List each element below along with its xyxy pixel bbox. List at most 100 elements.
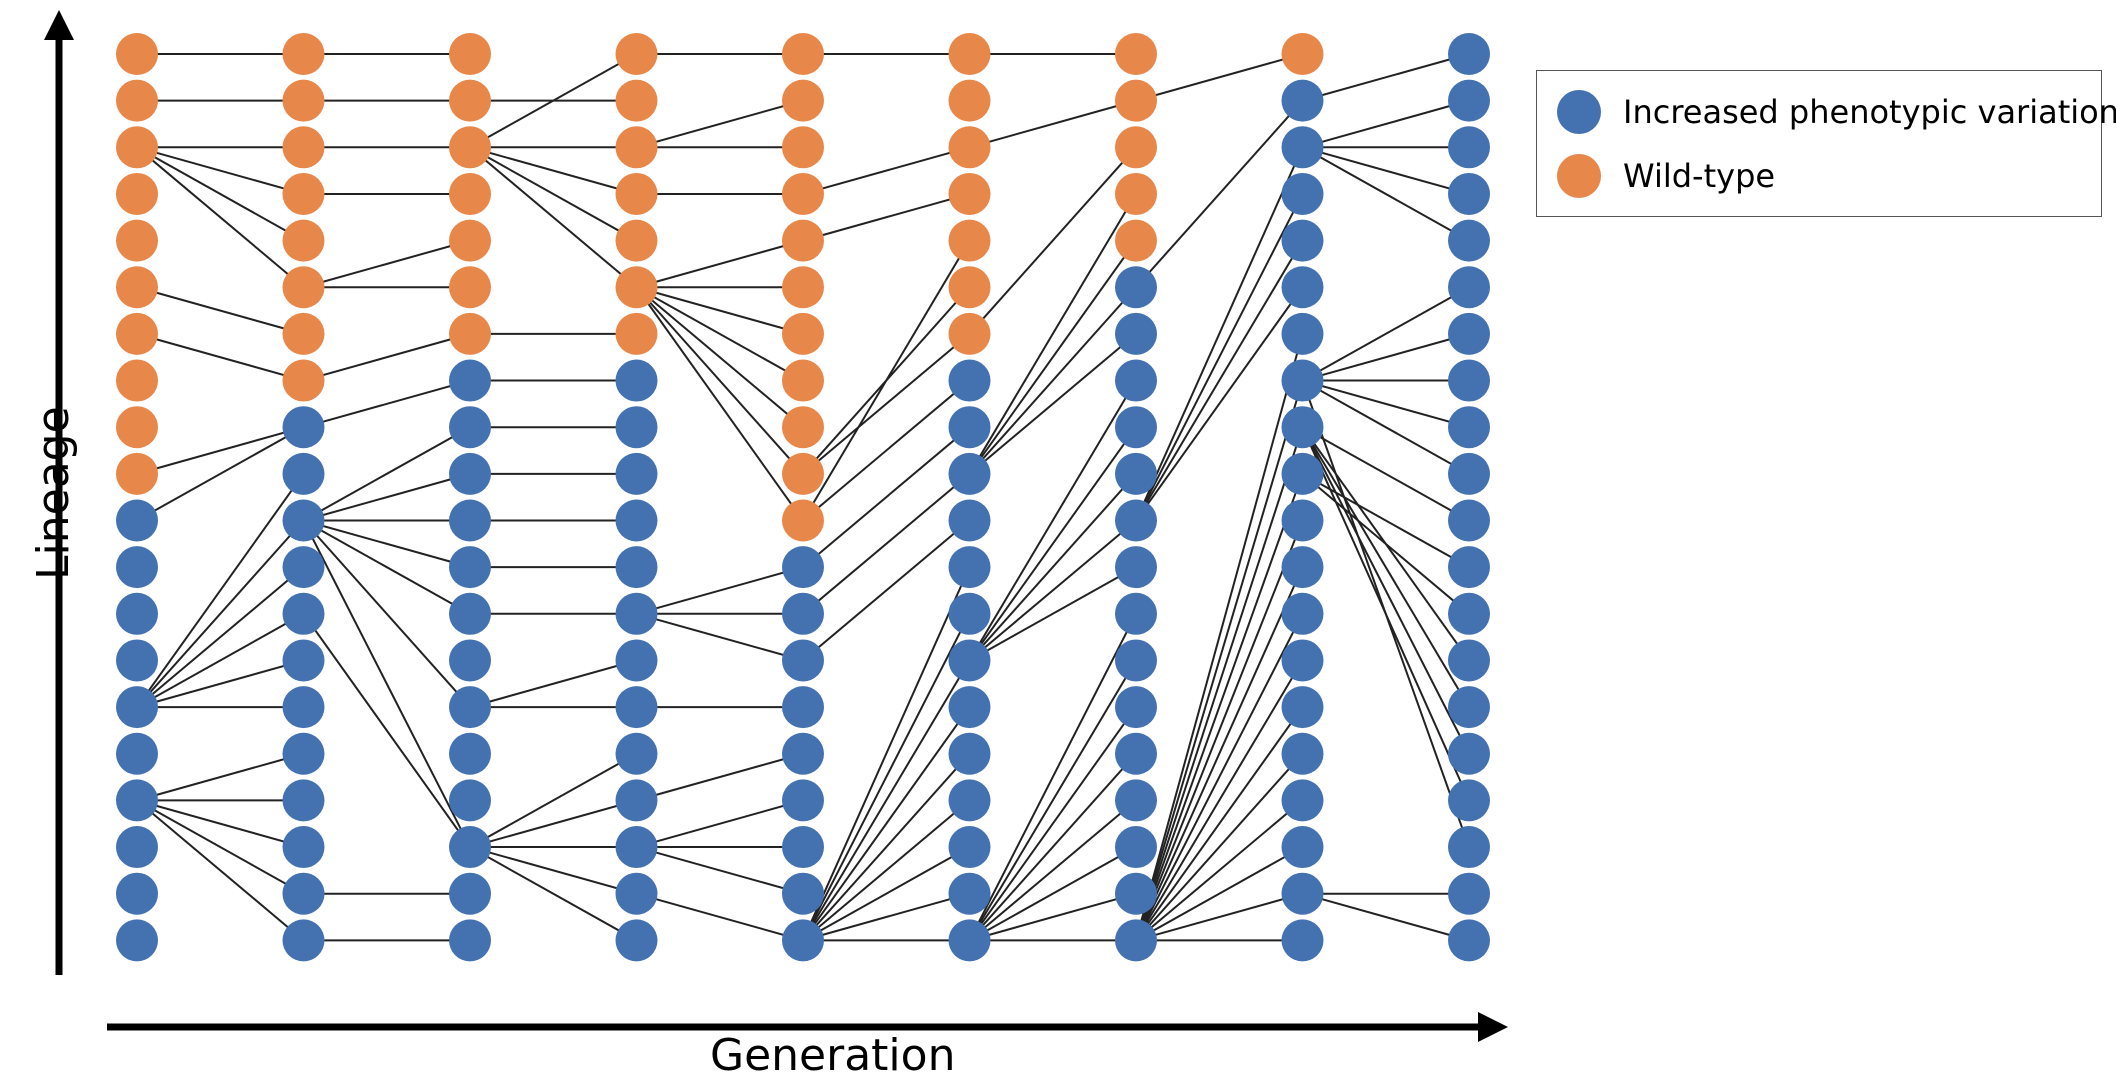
lineage-edge	[1302, 146, 1470, 242]
wild-type-node	[116, 266, 158, 309]
wild-type-node	[116, 312, 158, 355]
lineage-edge	[969, 99, 1137, 149]
lineage-edge	[1135, 520, 1304, 941]
lineage-edge	[635, 286, 804, 475]
increased-variation-node	[1115, 312, 1157, 355]
increased-variation-node	[116, 499, 158, 542]
lineage-edge	[636, 99, 804, 149]
lineage-edge	[1135, 753, 1304, 942]
wild-type-node	[948, 126, 991, 169]
lineage-edge	[303, 519, 471, 569]
wild-type-node	[116, 79, 158, 122]
increased-variation-node	[116, 826, 158, 869]
wild-type-node	[282, 359, 325, 402]
increased-variation-node	[1115, 452, 1157, 495]
lineage-edge	[1135, 846, 1303, 942]
lineage-edge	[1135, 286, 1304, 522]
lineage-edge	[1135, 799, 1304, 942]
increased-variation-node	[1448, 639, 1490, 682]
increased-variation-node	[282, 872, 325, 915]
lineage-edge	[802, 846, 970, 942]
lineage-edge	[635, 286, 804, 428]
increased-variation-node	[1448, 732, 1490, 775]
increased-variation-node	[948, 359, 991, 402]
increased-variation-node	[782, 826, 824, 869]
increased-variation-node	[1115, 919, 1157, 962]
lineage-edge	[1302, 379, 1470, 475]
wild-type-node	[449, 266, 491, 309]
increased-variation-node	[615, 452, 658, 495]
lineage-edge	[636, 612, 804, 662]
increased-variation-node	[449, 686, 491, 729]
wild-type-node	[116, 219, 158, 262]
increased-variation-node	[615, 639, 658, 682]
lineage-edge	[136, 799, 304, 849]
lineage-edge	[1135, 333, 1304, 941]
wild-type-node	[948, 79, 991, 122]
lineage-edge	[303, 239, 471, 289]
lineage-edge	[802, 473, 971, 615]
increased-variation-node	[948, 592, 991, 635]
lineage-edge	[969, 846, 1137, 942]
lineage-edge	[1135, 99, 1304, 288]
increased-variation-node	[1115, 639, 1157, 682]
increased-variation-node	[1281, 499, 1324, 542]
increased-variation-node	[615, 919, 658, 962]
increased-variation-node	[282, 732, 325, 775]
increased-variation-node	[282, 406, 325, 449]
lineage-edge	[302, 519, 471, 708]
increased-variation-node	[1448, 919, 1490, 962]
lineage-edge	[136, 332, 304, 382]
increased-variation-node	[1115, 546, 1157, 589]
increased-variation-node	[1115, 406, 1157, 449]
lineage-edge	[469, 846, 637, 942]
lineage-edge	[1301, 426, 1470, 755]
wild-type-node	[282, 126, 325, 169]
increased-variation-node	[1115, 359, 1157, 402]
increased-variation-node	[782, 732, 824, 775]
wild-type-node	[116, 452, 158, 495]
lineage-edge	[1302, 286, 1470, 382]
lineage-edge	[968, 519, 1137, 662]
lineage-edge	[968, 193, 1137, 475]
wild-type-node	[782, 266, 824, 309]
legend-item-increased-variation: Increased phenotypic variation	[1557, 87, 2116, 137]
y-axis-label: Lineage	[28, 406, 79, 580]
lineage-edge	[1302, 99, 1470, 149]
increased-variation-node	[449, 452, 491, 495]
wild-type-node	[615, 172, 658, 215]
wild-type-node	[948, 172, 991, 215]
increased-variation-node	[1281, 79, 1324, 122]
increased-variation-node	[1448, 779, 1490, 822]
wild-type-node	[116, 126, 158, 169]
lineage-edge	[469, 799, 637, 849]
lineage-edge	[136, 659, 304, 709]
lineage-edges	[136, 53, 1470, 942]
wild-type-node	[1115, 126, 1157, 169]
wild-type-node	[782, 406, 824, 449]
increased-variation-node	[948, 686, 991, 729]
wild-type-node	[1115, 172, 1157, 215]
increased-variation-node	[1281, 592, 1324, 635]
lineage-edge	[1135, 193, 1304, 521]
increased-variation-node	[1448, 79, 1490, 122]
lineage-edge	[1301, 426, 1470, 662]
increased-variation-node	[1281, 546, 1324, 589]
increased-variation-node	[282, 686, 325, 729]
wild-type-node	[948, 219, 991, 262]
lineage-edge	[1135, 706, 1304, 941]
lineage-edge	[1301, 380, 1470, 848]
lineage-edge	[136, 146, 304, 195]
lineage-edge	[636, 286, 804, 335]
increased-variation-node	[1448, 499, 1490, 542]
wild-type-node	[615, 266, 658, 309]
lineage-edge	[1135, 473, 1304, 941]
wild-type-node	[282, 172, 325, 215]
increased-variation-node	[615, 872, 658, 915]
increased-variation-node	[282, 592, 325, 635]
wild-type-node	[449, 219, 491, 262]
increased-variation-node	[116, 639, 158, 682]
lineage-edge	[968, 659, 1137, 941]
lineage-edge	[968, 799, 1137, 942]
increased-variation-node	[1281, 452, 1324, 495]
